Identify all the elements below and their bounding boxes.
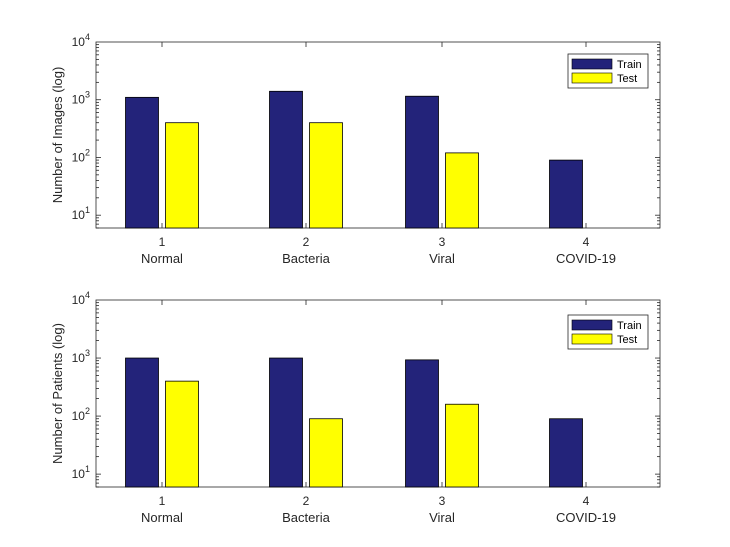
chart-panel-1: 101 102 103 104 1 Normal 2 Bacteria 3 Viral 4 COVID… (50, 32, 661, 266)
axes-box (95, 41, 661, 229)
category-name-label: Viral (429, 251, 455, 266)
x-tick-label: 3 (439, 494, 446, 508)
bar-test-3 (445, 152, 479, 229)
bar-train-3 (405, 359, 439, 488)
category-name-label: Normal (141, 251, 183, 266)
legend: Train Test (567, 314, 649, 350)
bar-train-4 (549, 418, 583, 488)
y-tick-label: 101 (72, 464, 90, 481)
category-name-label: Viral (429, 510, 455, 525)
bar-train-3 (405, 95, 439, 229)
x-tick-label: 2 (303, 235, 310, 249)
legend-label-test: Test (617, 334, 637, 346)
bar-test-1 (165, 122, 199, 229)
x-tick-label: 2 (303, 494, 310, 508)
y-tick-label: 103 (72, 90, 90, 107)
category-name-label: Bacteria (282, 510, 330, 525)
y-tick-label: 104 (72, 32, 90, 49)
x-tick-label: 4 (583, 235, 590, 249)
category-name-label: Normal (141, 510, 183, 525)
legend-swatch-train (571, 319, 613, 331)
y-tick-label: 101 (72, 205, 90, 222)
y-axis-label: Number of Patients (log) (50, 323, 65, 464)
x-tick-label: 1 (159, 494, 166, 508)
category-name-label: Bacteria (282, 251, 330, 266)
x-tick-label: 3 (439, 235, 446, 249)
legend-label-train: Train (617, 59, 642, 71)
y-tick-label: 103 (72, 348, 90, 365)
axes-box (95, 299, 661, 488)
legend-swatch-test (571, 333, 613, 345)
legend-swatch-train (571, 58, 613, 70)
bar-test-2 (309, 418, 343, 488)
bar-test-1 (165, 380, 199, 488)
y-axis-label: Number of Images (log) (50, 67, 65, 204)
bar-train-2 (269, 357, 303, 488)
category-name-label: COVID-19 (556, 510, 616, 525)
y-tick-label: 102 (72, 147, 90, 164)
chart-panel-2: 101 102 103 104 1 Normal 2 Bacteria 3 Viral 4 COVID… (50, 290, 661, 525)
legend-swatch-test (571, 72, 613, 84)
x-tick-label: 4 (583, 494, 590, 508)
bar-train-2 (269, 90, 303, 229)
legend: Train Test (567, 53, 649, 89)
bar-test-3 (445, 403, 479, 488)
category-name-label: COVID-19 (556, 251, 616, 266)
y-tick-label: 102 (72, 406, 90, 423)
bar-train-1 (125, 357, 159, 488)
legend-label-test: Test (617, 73, 637, 85)
y-tick-label: 104 (72, 290, 90, 307)
x-tick-label: 1 (159, 235, 166, 249)
bar-test-2 (309, 122, 343, 229)
bar-train-1 (125, 96, 159, 229)
legend-label-train: Train (617, 320, 642, 332)
bar-train-4 (549, 159, 583, 229)
